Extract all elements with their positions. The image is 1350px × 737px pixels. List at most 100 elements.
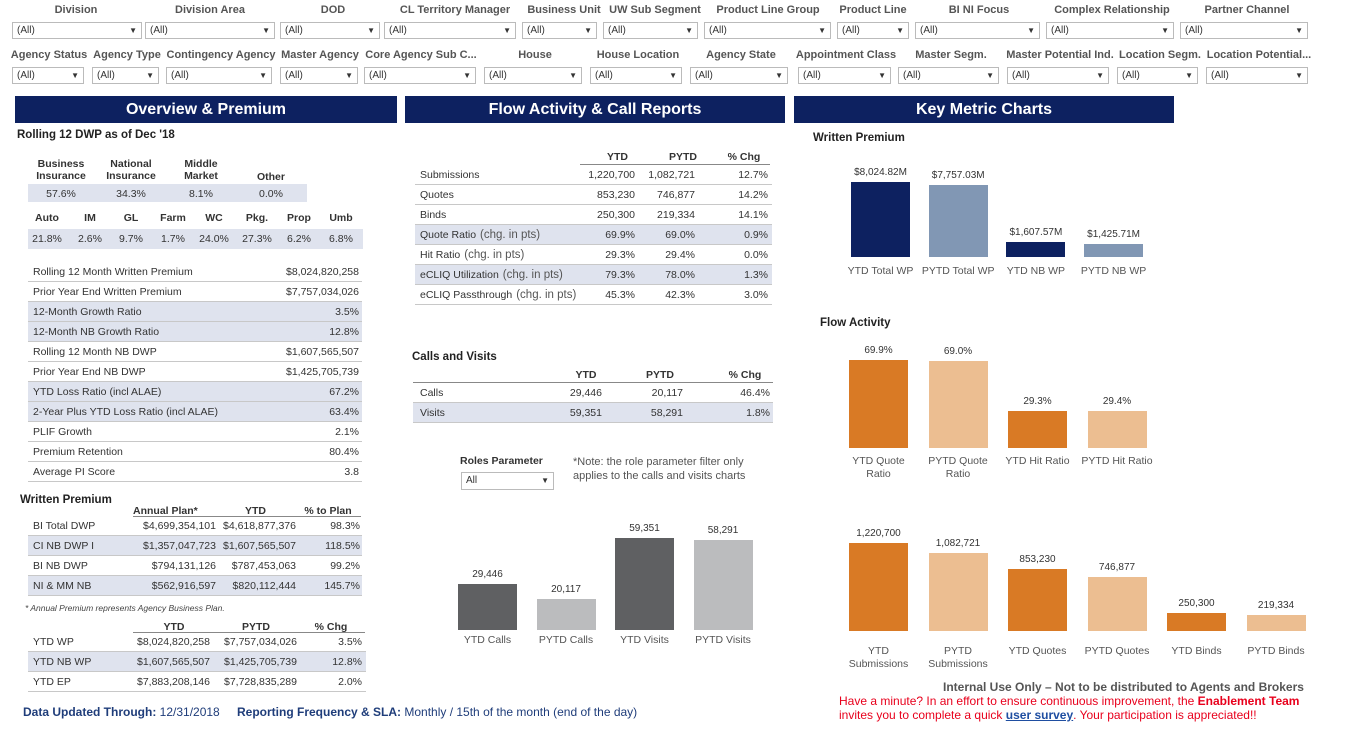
filter-select[interactable]: (All) ▼ (92, 67, 159, 84)
row-divider (28, 381, 362, 382)
filter-select[interactable]: (All) ▼ (364, 67, 476, 84)
filter-select[interactable]: (All) ▼ (837, 22, 909, 39)
metric-value: 67.2% (329, 386, 359, 398)
mix2-header: WC (205, 212, 223, 224)
chevron-down-icon: ▼ (569, 71, 577, 80)
flow-row-name: Binds (420, 209, 447, 221)
ytd-row-ytd: $1,607,565,507 (137, 656, 210, 668)
calls-row-ytd: 29,446 (569, 387, 602, 399)
ytd-row-ytd: $8,024,820,258 (137, 636, 210, 648)
row-divider (28, 575, 362, 576)
data-label: 29.4% (1102, 395, 1132, 407)
metric-row-shade (28, 402, 362, 422)
row-divider (28, 281, 362, 282)
mix2-header: Farm (160, 212, 186, 224)
ytd-row-ytd: $7,883,208,146 (137, 676, 210, 688)
filter-select-value: (All) (1211, 70, 1229, 81)
metric-value: 3.5% (335, 306, 359, 318)
calls-row-pytd: 20,117 (651, 387, 683, 399)
metric-label: Prior Year End Written Premium (33, 286, 182, 298)
filter-select[interactable]: (All) ▼ (522, 22, 597, 39)
chevron-down-icon: ▼ (463, 71, 471, 80)
row-divider (28, 401, 362, 402)
mix2-header: IM (84, 212, 96, 224)
chevron-down-icon: ▼ (818, 26, 826, 35)
filter-select[interactable]: (All) ▼ (384, 22, 516, 39)
filter-select[interactable]: (All) ▼ (12, 67, 84, 84)
wp-row-ytd: $820,112,444 (232, 580, 296, 592)
filter-select[interactable]: (All) ▼ (690, 67, 788, 84)
rolling-title: Rolling 12 DWP as of Dec '18 (17, 129, 175, 141)
filter-label: Agency Status (10, 49, 88, 61)
filter-select[interactable]: (All) ▼ (1046, 22, 1174, 39)
row-divider (28, 341, 362, 342)
wp-row-ytd: $1,607,565,507 (223, 540, 296, 552)
row-divider (28, 651, 366, 652)
filter-select-value: (All) (527, 25, 545, 36)
filter-select[interactable]: (All) ▼ (798, 67, 891, 84)
filter-label: House (518, 49, 552, 61)
chevron-down-icon: ▼ (896, 26, 904, 35)
mix1-value: 57.6% (46, 188, 76, 200)
wp-row-plan: $1,357,047,723 (143, 540, 216, 552)
chevron-down-icon: ▼ (541, 476, 549, 485)
flow-row-name: Quote Ratio (420, 229, 477, 241)
filter-select[interactable]: (All) ▼ (915, 22, 1040, 39)
wp-row-label: BI Total DWP (33, 520, 96, 532)
filter-select[interactable]: (All) ▼ (1206, 67, 1308, 84)
flow-row-chg: 14.2% (738, 189, 768, 201)
filter-select[interactable]: (All) ▼ (704, 22, 831, 39)
flow-row-pytd: 42.3% (665, 289, 695, 301)
row-divider (28, 691, 366, 692)
category-label: PYTD Quote Ratio (928, 455, 988, 480)
filter-label: Division Area (175, 4, 245, 16)
filter-select[interactable]: (All) ▼ (280, 22, 380, 39)
filter-select[interactable]: (All) ▼ (603, 22, 698, 39)
filter-select[interactable]: (All) ▼ (1007, 67, 1109, 84)
data-label: 250,300 (1178, 597, 1215, 609)
chart-bar (693, 539, 753, 630)
chevron-down-icon: ▼ (1096, 71, 1104, 80)
filter-select[interactable]: (All) ▼ (166, 67, 272, 84)
filter-label: Complex Relationship (1054, 4, 1170, 16)
flow-row-ytd: 1,220,700 (588, 169, 635, 181)
filter-select[interactable]: (All) ▼ (145, 22, 275, 39)
metric-label: YTD Loss Ratio (incl ALAE) (33, 386, 162, 398)
chevron-down-icon: ▼ (1027, 26, 1035, 35)
filter-select[interactable]: (All) ▼ (1117, 67, 1198, 84)
category-label: YTD Hit Ratio (1005, 455, 1070, 467)
flow-row-chg: 14.1% (738, 209, 768, 221)
category-label: PYTD Calls (538, 634, 594, 646)
filter-select-value: (All) (150, 25, 168, 36)
chevron-down-icon: ▼ (146, 71, 154, 80)
metric-label: Rolling 12 Month Written Premium (33, 266, 193, 278)
filter-select[interactable]: (All) ▼ (484, 67, 582, 84)
data-updated: Data Updated Through: 12/31/2018 (23, 705, 220, 719)
filter-select[interactable]: (All) ▼ (1180, 22, 1308, 39)
data-label: 1,220,700 (856, 528, 901, 539)
flow-row-ytd: 69.9% (605, 229, 635, 241)
calls-header: PYTD (645, 369, 674, 381)
filter-select[interactable]: (All) ▼ (898, 67, 999, 84)
metric-label: 12-Month NB Growth Ratio (33, 326, 160, 338)
filter-select[interactable]: (All) ▼ (12, 22, 142, 39)
survey-link[interactable]: user survey (1005, 708, 1074, 722)
row-divider (413, 402, 773, 403)
filter-label: BI NI Focus (948, 4, 1010, 16)
wp-title: Written Premium (20, 494, 112, 506)
mix2-value: 24.0% (199, 233, 229, 245)
mix1-header: Business Insurance (36, 158, 86, 182)
chevron-down-icon: ▼ (1161, 26, 1169, 35)
filter-label: CL Territory Manager (399, 4, 511, 16)
mix2-header: GL (123, 212, 139, 224)
header-underline (580, 164, 770, 165)
filter-select[interactable]: (All) ▼ (590, 67, 682, 84)
roles-select[interactable]: All ▼ (461, 472, 554, 490)
wp-row-label: NI & MM NB (33, 580, 92, 592)
data-label: 69.9% (864, 345, 893, 356)
row-divider (413, 422, 773, 423)
freq-label: Reporting Frequency & SLA: (237, 705, 402, 719)
flow-row-ytd: 45.3% (605, 289, 635, 301)
chart-bar (849, 543, 908, 631)
filter-select[interactable]: (All) ▼ (280, 67, 358, 84)
